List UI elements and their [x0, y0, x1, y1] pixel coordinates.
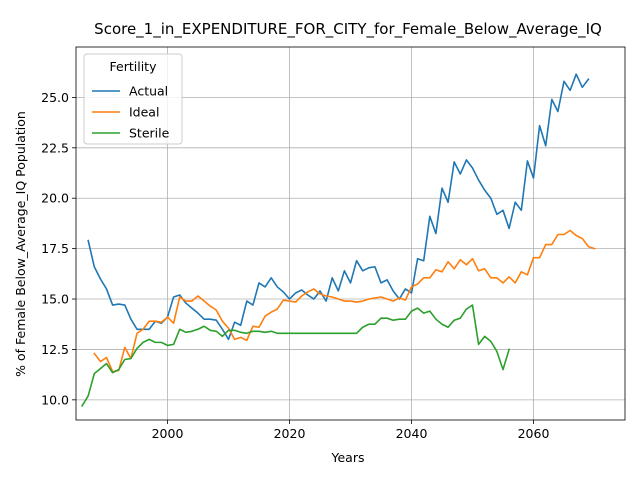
y-tick-label: 22.5	[41, 140, 69, 155]
x-tick-label: 2040	[396, 426, 428, 441]
legend-label-actual: Actual	[129, 84, 168, 99]
x-tick-label: 2020	[274, 426, 306, 441]
series-lines	[81, 73, 596, 407]
legend-title: Fertility	[110, 59, 158, 74]
plot-frame	[75, 46, 626, 421]
series-line-actual	[87, 73, 590, 341]
axis-ticks: 2000 2020 2040 2060 10.0 12.5 15.0 17.5 20.0 22.5…	[41, 90, 549, 441]
y-tick-label: 17.5	[41, 241, 69, 256]
chart-title: Score_1_in_EXPENDITURE_FOR_CITY_for_Fema…	[94, 20, 602, 39]
series-line-sterile	[81, 304, 511, 407]
x-axis-label: Years	[331, 450, 365, 465]
legend-box	[83, 53, 183, 145]
legend: Fertility Actual Ideal Sterile	[83, 53, 183, 145]
y-axis-label: % of Female Below_Average_IQ Population	[13, 111, 28, 377]
y-tick-label: 15.0	[41, 292, 69, 307]
y-tick-label: 12.5	[41, 342, 69, 357]
x-tick-label: 2060	[518, 426, 550, 441]
x-tick-label: 2000	[152, 426, 184, 441]
y-tick-label: 10.0	[41, 392, 69, 407]
y-tick-label: 20.0	[41, 191, 69, 206]
series-line-ideal	[93, 229, 596, 373]
legend-label-sterile: Sterile	[129, 126, 170, 141]
y-tick-label: 25.0	[41, 90, 69, 105]
legend-label-ideal: Ideal	[129, 105, 159, 120]
legend-entries: Actual Ideal Sterile	[92, 84, 170, 141]
